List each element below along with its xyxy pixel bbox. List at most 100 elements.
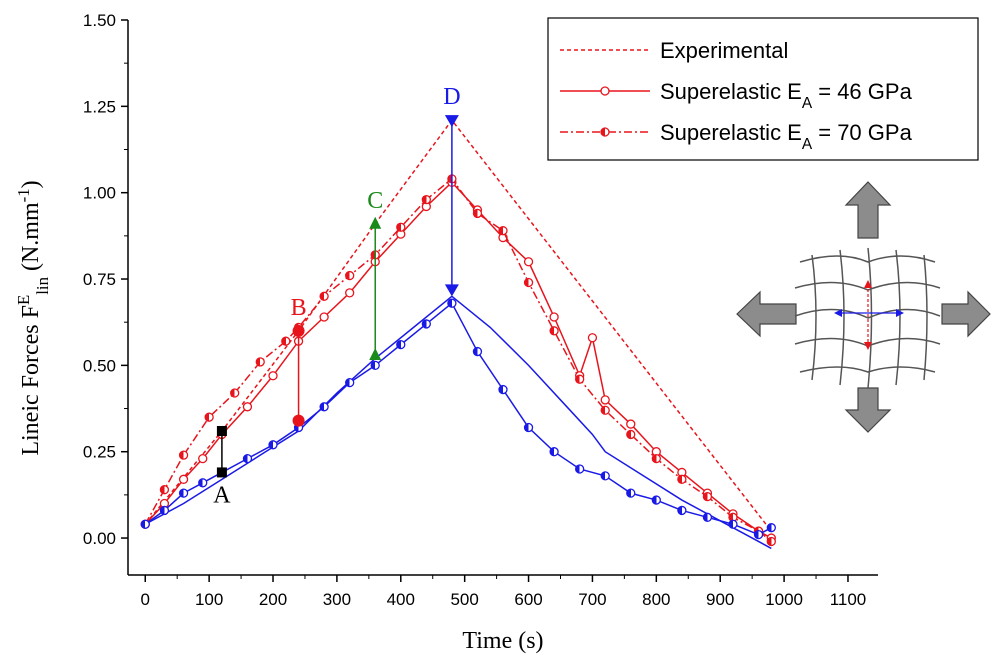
annotation-label: D <box>443 84 460 110</box>
point <box>178 450 189 460</box>
x-tick-label: 500 <box>450 590 478 609</box>
point <box>600 471 610 481</box>
point <box>498 226 508 236</box>
inset-arrowhead <box>864 342 872 350</box>
point <box>702 512 713 522</box>
point <box>523 257 534 267</box>
y-tick-label: 0.75 <box>83 270 116 289</box>
point <box>255 357 265 367</box>
point <box>242 453 253 464</box>
point <box>198 453 208 464</box>
arrow-up <box>844 181 892 239</box>
point <box>472 208 483 219</box>
point <box>204 412 214 422</box>
legend-marker <box>600 86 610 96</box>
x-tick-label: 400 <box>387 590 415 609</box>
legend-label: Superelastic EA = 70 GPa <box>660 120 913 153</box>
cell-mesh <box>794 247 941 389</box>
x-tick-label: 600 <box>514 590 542 609</box>
annotation-marker <box>369 348 382 361</box>
point <box>549 326 559 336</box>
point <box>159 505 170 516</box>
x-tick-label: 800 <box>642 590 670 609</box>
point <box>421 319 431 329</box>
x-tick-label: 1000 <box>765 590 803 609</box>
point <box>345 288 355 298</box>
inset-diagram <box>736 181 991 433</box>
point <box>766 536 776 547</box>
point <box>178 474 189 484</box>
annotation-marker <box>444 115 459 128</box>
annotation-marker <box>216 425 227 436</box>
point <box>498 384 508 395</box>
x-tick-label: 0 <box>141 590 150 609</box>
y-tick-label: 0.25 <box>83 443 116 462</box>
point <box>575 464 585 474</box>
point <box>626 488 636 498</box>
point <box>230 388 240 398</box>
legend-marker <box>600 127 610 137</box>
y-tick-label: 1.25 <box>83 97 116 116</box>
point <box>178 488 189 498</box>
point <box>651 453 661 464</box>
legend-label: Experimental <box>660 38 788 63</box>
y-tick-label: 1.00 <box>83 184 116 203</box>
point <box>345 377 355 388</box>
annotation-marker <box>369 216 382 229</box>
point <box>396 222 406 232</box>
point <box>268 371 278 381</box>
series-line <box>144 118 772 532</box>
point <box>345 270 355 281</box>
point <box>281 336 291 346</box>
point <box>766 523 776 533</box>
series-line <box>144 177 772 543</box>
point <box>370 360 380 371</box>
annotation-marker <box>292 414 305 427</box>
series-line <box>144 302 772 536</box>
point <box>549 447 559 457</box>
point <box>549 312 559 322</box>
annotation-label: B <box>291 295 307 321</box>
annotation-label: A <box>213 482 231 508</box>
arrow-left <box>736 290 797 338</box>
y-axis-label: Lineic Forces FElin (N.mm-1) <box>14 180 52 455</box>
x-axis-label: Time (s) <box>462 628 543 654</box>
inset-arrowhead <box>834 309 842 317</box>
arrow-right <box>941 290 991 338</box>
point <box>319 312 329 322</box>
point <box>319 402 329 412</box>
x-tick-label: 300 <box>323 590 351 609</box>
point <box>396 339 406 350</box>
y-tick-label: 0.50 <box>83 356 116 375</box>
point <box>728 519 738 529</box>
arrow-down <box>844 387 892 433</box>
x-tick-label: 100 <box>195 590 223 609</box>
x-tick-label: 1100 <box>830 590 867 609</box>
point <box>319 291 329 301</box>
x-tick-label: 900 <box>706 590 734 609</box>
point <box>626 419 636 429</box>
annotation-marker <box>444 284 459 297</box>
series-line <box>144 295 772 550</box>
legend-label: Superelastic EA = 46 GPa <box>660 79 913 112</box>
point <box>523 277 534 288</box>
point <box>140 519 150 529</box>
point <box>677 505 687 516</box>
point <box>447 298 457 308</box>
point <box>587 333 598 343</box>
annotation-marker <box>216 467 227 478</box>
point <box>651 495 661 505</box>
x-tick-label: 700 <box>578 590 606 609</box>
legend-box <box>547 17 979 161</box>
inset-arrowhead <box>864 280 872 288</box>
point <box>472 346 483 357</box>
point <box>702 491 713 502</box>
point <box>159 485 170 495</box>
y-tick-label: 0.00 <box>83 529 116 548</box>
point <box>268 440 278 450</box>
annotation-marker <box>292 324 305 337</box>
y-tick-label: 1.50 <box>83 11 116 30</box>
point <box>600 395 610 405</box>
point <box>626 429 636 440</box>
